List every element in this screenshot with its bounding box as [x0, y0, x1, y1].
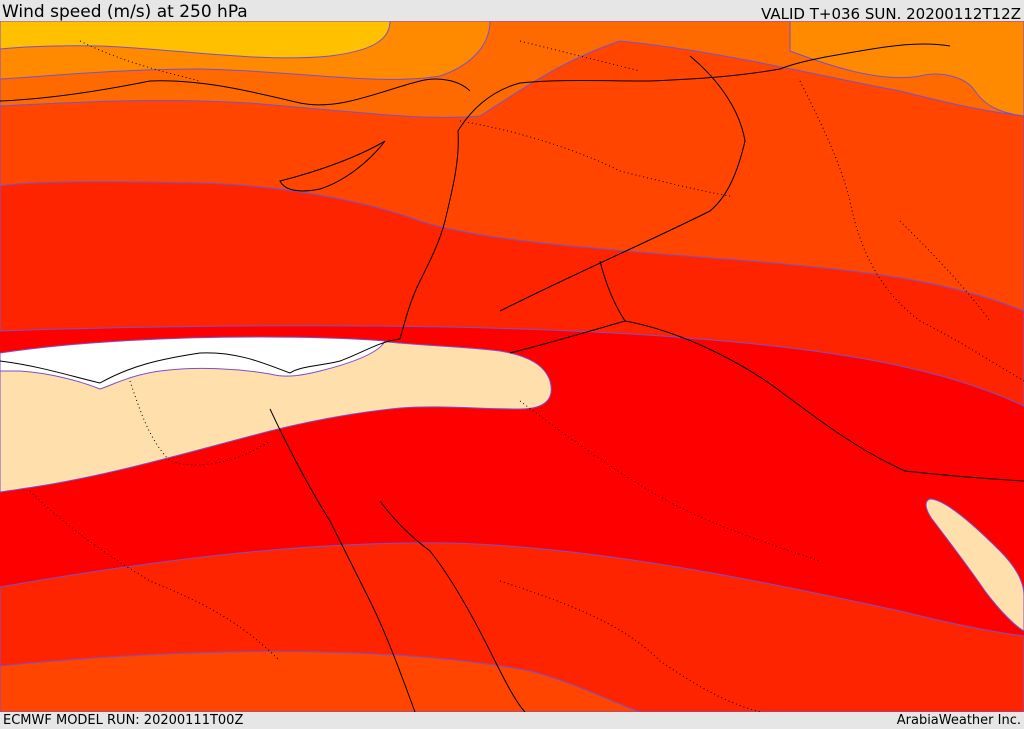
valid-time: VALID T+036 SUN. 20200112T12Z [761, 5, 1021, 23]
band-north-1 [0, 21, 391, 59]
coastlines [0, 43, 1024, 712]
band-bottom [0, 651, 641, 712]
wind-speed-map [0, 21, 1024, 712]
map-title: Wind speed (m/s) at 250 hPa [2, 2, 248, 22]
internal-borders [29, 40, 1024, 712]
lowest-region [0, 336, 386, 390]
model-run-label: ECMWF MODEL RUN: 20200111T00Z [3, 713, 244, 728]
calm-region-east [925, 498, 1024, 632]
band-north-2b [789, 21, 1024, 117]
credit-label: ArabiaWeather Inc. [896, 713, 1021, 728]
